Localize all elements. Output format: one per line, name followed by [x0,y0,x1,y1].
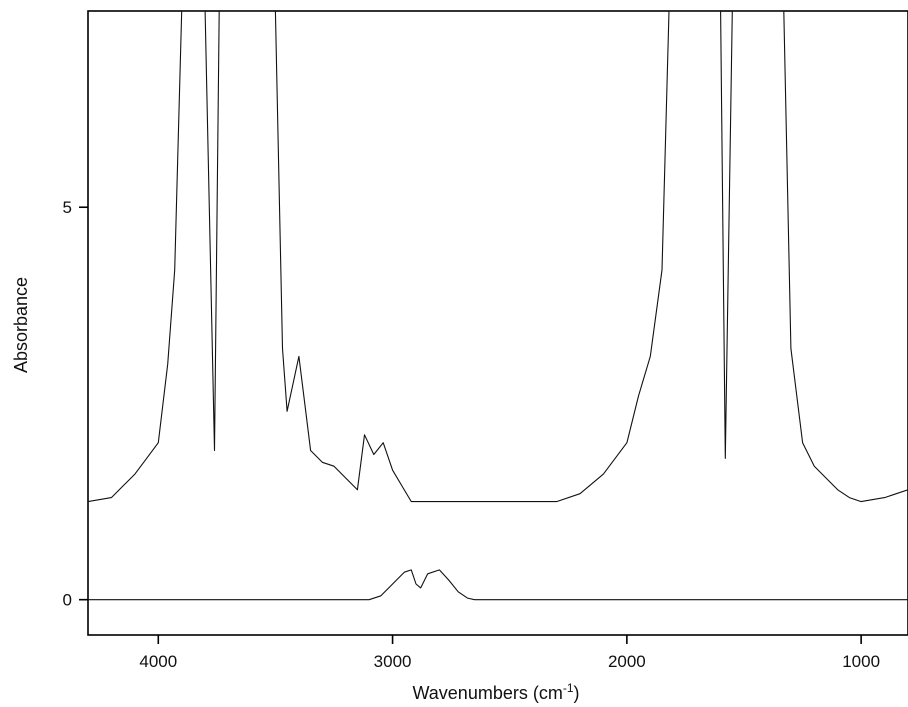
y-axis-ticks: 05 [63,198,88,610]
x-axis-ticks: 4000 3000 2000 1000 [139,635,880,671]
x-tick-label-4000: 4000 [139,652,177,671]
spectrum-upper-trace [88,11,908,503]
x-tick-label-3000: 3000 [374,652,412,671]
y-tick-label-0: 0 [63,591,72,610]
x-tick-label-1000: 1000 [842,652,880,671]
plot-frame [87,10,908,636]
x-tick-label-2000: 2000 [608,652,646,671]
x-axis-label: Wavenumbers (cm-1) [412,681,579,703]
y-axis-label: Absorbance [11,277,31,373]
spectrum-traces [88,11,908,601]
y-tick-label-5: 5 [63,198,72,217]
spectrum-lower-trace [88,569,908,601]
